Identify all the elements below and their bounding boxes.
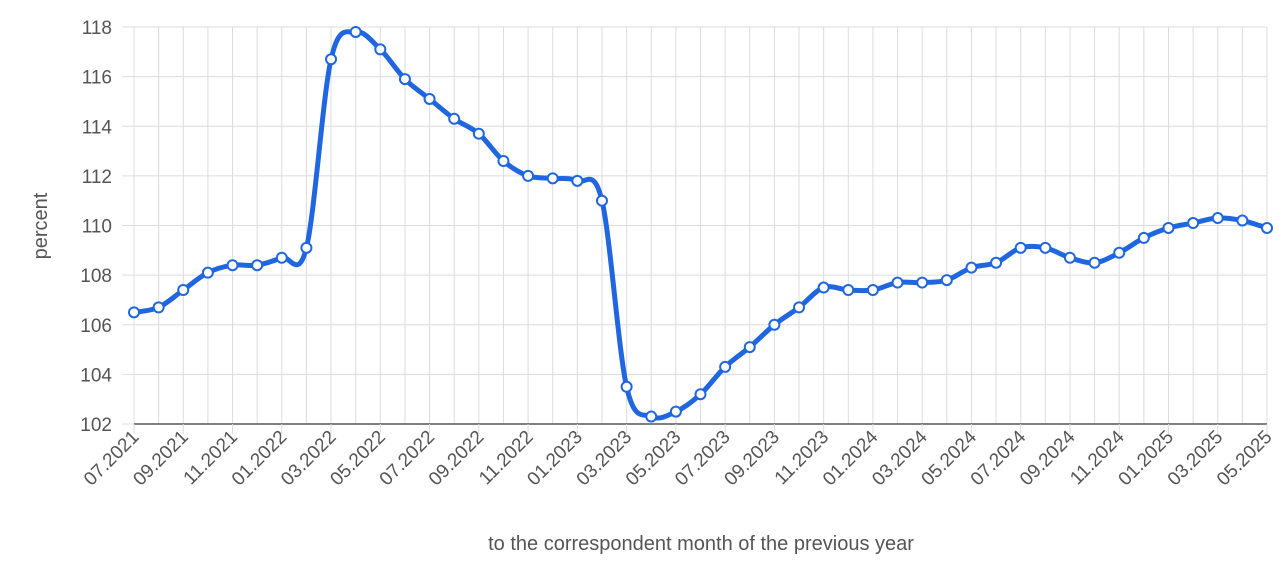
data-point (1261, 221, 1273, 234)
data-point (1137, 231, 1150, 244)
data-point (1162, 221, 1175, 234)
data-point (842, 284, 855, 297)
data-point (1088, 256, 1101, 269)
x-tick-label: 09.2024 (1016, 426, 1080, 490)
data-point (793, 301, 806, 314)
data-point (1014, 241, 1027, 254)
data-point (546, 172, 559, 185)
data-point (595, 194, 608, 207)
data-point (251, 259, 264, 272)
data-point (1039, 241, 1052, 254)
data-point (300, 241, 313, 254)
data-point (768, 318, 781, 331)
data-point (620, 380, 633, 393)
data-point (423, 92, 436, 105)
data-point (448, 112, 461, 125)
data-point (325, 53, 338, 66)
x-tick-label: 09.2022 (425, 427, 488, 490)
y-tick-label: 114 (82, 117, 113, 138)
y-tick-label: 110 (82, 217, 112, 238)
data-point (1113, 246, 1126, 259)
data-point (522, 169, 535, 182)
y-tick-label: 102 (80, 415, 112, 436)
data-point (1211, 212, 1224, 225)
data-point (645, 410, 658, 423)
data-point (1187, 217, 1200, 230)
data-point (398, 73, 411, 86)
y-tick-label: 118 (82, 18, 112, 39)
x-tick-label: 05.2025 (1213, 427, 1276, 490)
x-tick-label: 09.2021 (129, 427, 192, 490)
data-point (743, 341, 756, 354)
data-point (349, 25, 362, 38)
data-point (571, 174, 584, 187)
data-point (817, 281, 830, 294)
data-point (669, 405, 682, 418)
data-point (694, 388, 707, 401)
y-tick-label: 112 (82, 167, 112, 188)
x-axis-title: to the correspondent month of the previo… (488, 533, 914, 555)
data-point (916, 276, 929, 289)
data-point (866, 284, 879, 297)
data-point (152, 301, 165, 314)
data-point (472, 127, 485, 140)
data-point (177, 284, 190, 297)
data-point (1063, 251, 1076, 264)
data-point (226, 259, 239, 272)
data-point (275, 251, 288, 264)
y-tick-label: 108 (80, 266, 112, 287)
y-tick-label: 106 (80, 316, 112, 337)
data-point (128, 306, 140, 319)
data-point (891, 276, 904, 289)
data-point (965, 261, 978, 274)
y-axis-ticks: 102 104 106 108 110 112 114 116 118 (80, 18, 134, 436)
data-point (497, 154, 510, 167)
y-tick-label: 104 (80, 365, 112, 386)
y-axis-title: percent (30, 192, 52, 259)
grid-lines (133, 26, 1268, 425)
data-point (201, 266, 214, 279)
data-point (719, 360, 732, 373)
data-point (940, 274, 953, 287)
data-point (374, 43, 387, 56)
y-tick-label: 116 (82, 68, 112, 89)
x-tick-label: 09.2023 (721, 427, 784, 490)
x-axis-ticks: 07.202109.202111.202101.202203.202205.20… (80, 424, 1277, 490)
data-point (990, 256, 1003, 269)
data-point (1236, 214, 1249, 227)
data-points (128, 25, 1273, 423)
